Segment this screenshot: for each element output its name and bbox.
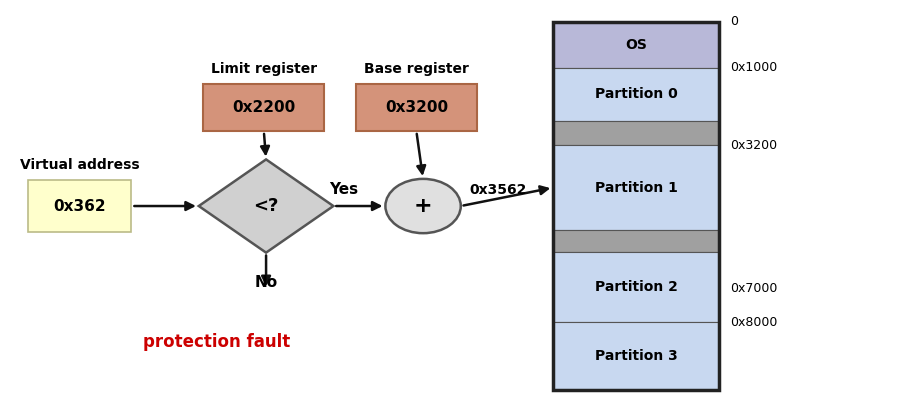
Text: 0x362: 0x362 [54,199,106,213]
FancyBboxPatch shape [203,84,324,131]
Text: No: No [255,275,277,290]
Text: protection fault: protection fault [143,333,291,351]
FancyBboxPatch shape [28,180,131,233]
Text: 0x1000: 0x1000 [730,61,778,74]
Text: Partition 0: Partition 0 [595,87,678,102]
Text: Base register: Base register [364,62,469,76]
Text: 0x3200: 0x3200 [730,139,777,152]
Text: 0x3200: 0x3200 [385,100,448,115]
Text: <?: <? [254,197,279,215]
Text: 0x8000: 0x8000 [730,316,778,329]
FancyBboxPatch shape [554,121,719,145]
Text: 0x7000: 0x7000 [730,282,778,295]
FancyBboxPatch shape [554,252,719,322]
FancyBboxPatch shape [356,84,477,131]
Text: 0: 0 [730,15,738,28]
FancyBboxPatch shape [554,230,719,252]
FancyBboxPatch shape [554,68,719,121]
FancyBboxPatch shape [554,322,719,390]
Text: Virtual address: Virtual address [20,157,140,172]
Text: OS: OS [626,38,647,52]
FancyBboxPatch shape [554,145,719,230]
Text: 0x2200: 0x2200 [232,100,295,115]
Text: Limit register: Limit register [211,62,317,76]
Text: Partition 1: Partition 1 [595,181,678,195]
Text: Yes: Yes [328,182,358,197]
Ellipse shape [385,179,461,233]
Polygon shape [199,160,333,253]
Text: +: + [414,196,432,216]
Text: Partition 3: Partition 3 [595,349,678,363]
Text: Partition 2: Partition 2 [595,280,678,294]
FancyBboxPatch shape [554,22,719,68]
Text: 0x3562: 0x3562 [470,183,527,197]
